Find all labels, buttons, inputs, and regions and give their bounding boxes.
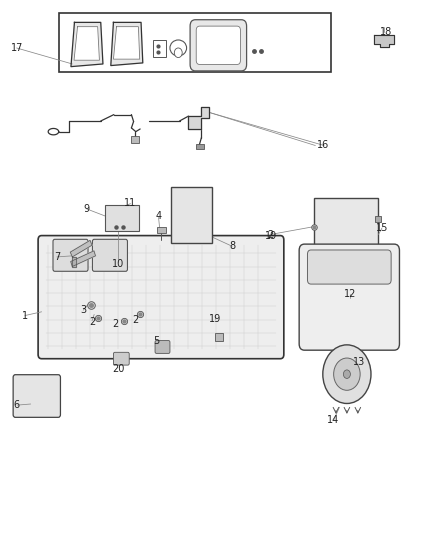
- Text: 12: 12: [344, 289, 357, 299]
- Text: 4: 4: [155, 211, 162, 221]
- Text: 13: 13: [353, 358, 365, 367]
- FancyBboxPatch shape: [53, 239, 88, 271]
- Text: 1: 1: [22, 311, 28, 320]
- Bar: [196, 144, 204, 149]
- FancyBboxPatch shape: [155, 341, 170, 353]
- Text: 5: 5: [154, 336, 160, 346]
- Polygon shape: [74, 27, 99, 60]
- Text: 2: 2: [89, 318, 95, 327]
- Text: 15: 15: [376, 223, 388, 233]
- Text: 9: 9: [84, 204, 90, 214]
- Bar: [215, 333, 223, 341]
- Text: 16: 16: [317, 140, 329, 150]
- FancyBboxPatch shape: [307, 250, 391, 284]
- Text: 17: 17: [11, 43, 23, 53]
- Text: 6: 6: [14, 400, 20, 410]
- Text: 7: 7: [54, 252, 60, 262]
- Polygon shape: [71, 22, 103, 67]
- Text: 10: 10: [112, 259, 124, 269]
- Text: 2: 2: [132, 315, 138, 325]
- Text: 20: 20: [112, 364, 124, 374]
- Text: 19: 19: [265, 231, 278, 240]
- Text: 3: 3: [80, 305, 86, 315]
- Polygon shape: [374, 35, 394, 47]
- Polygon shape: [188, 107, 209, 129]
- Bar: [131, 136, 139, 143]
- Bar: [171, 187, 212, 243]
- Text: 19: 19: [208, 314, 221, 324]
- Bar: [105, 205, 139, 231]
- Ellipse shape: [174, 48, 182, 58]
- Polygon shape: [71, 240, 92, 257]
- FancyBboxPatch shape: [299, 244, 399, 350]
- Bar: [314, 198, 378, 251]
- Circle shape: [343, 370, 350, 378]
- Polygon shape: [111, 22, 143, 66]
- Text: 14: 14: [327, 415, 339, 425]
- FancyBboxPatch shape: [92, 239, 127, 271]
- Text: 2: 2: [112, 319, 118, 328]
- FancyBboxPatch shape: [38, 236, 284, 359]
- Text: 18: 18: [380, 27, 392, 37]
- Polygon shape: [71, 251, 95, 266]
- Text: 11: 11: [124, 198, 137, 207]
- Text: 8: 8: [229, 241, 235, 251]
- Ellipse shape: [170, 40, 187, 56]
- Circle shape: [323, 345, 371, 403]
- Bar: [153, 40, 166, 57]
- Bar: [157, 227, 166, 233]
- Text: 2: 2: [268, 230, 274, 239]
- FancyBboxPatch shape: [196, 26, 240, 64]
- Polygon shape: [72, 257, 76, 266]
- Circle shape: [334, 358, 360, 390]
- Bar: [59, 13, 331, 72]
- FancyBboxPatch shape: [13, 375, 60, 417]
- FancyBboxPatch shape: [113, 352, 129, 365]
- FancyBboxPatch shape: [190, 20, 247, 71]
- Polygon shape: [113, 27, 140, 59]
